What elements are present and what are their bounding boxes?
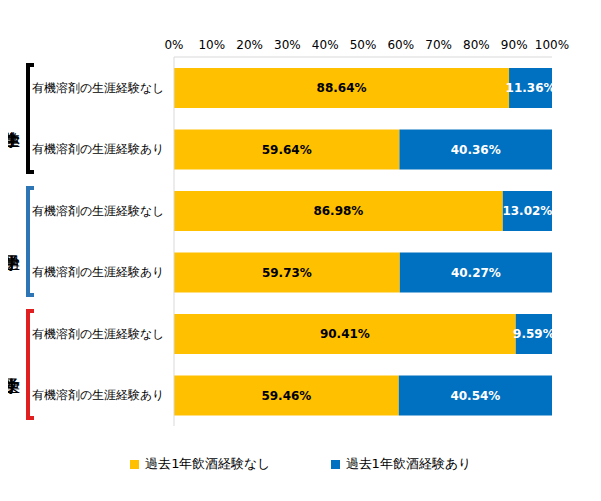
svg-text:59.64%: 59.64%: [262, 143, 312, 157]
svg-text:9.59%: 9.59%: [513, 327, 555, 341]
svg-text:11.36%: 11.36%: [506, 81, 556, 95]
html-text:過去1年飲酒経験なし: 過去1年飲酒経験なし: [145, 456, 271, 471]
svg-text:59.46%: 59.46%: [261, 389, 311, 403]
svg-text:86.98%: 86.98%: [313, 204, 363, 218]
svg-text:100%: 100%: [535, 38, 569, 52]
svg-text:0%: 0%: [164, 38, 183, 52]
svg-text:有機溶剤の生涯経験なし: 有機溶剤の生涯経験なし: [32, 81, 164, 95]
svg-text:20%: 20%: [236, 38, 263, 52]
svg-text:男子中学生: 男子中学生: [8, 255, 20, 272]
html-text:男子中学生: 男子中学生: [2, 241, 22, 242]
svg-text:中学生全体: 中学生全体: [8, 132, 20, 149]
html-text:中学生全体: 中学生全体: [2, 118, 22, 119]
svg-text:40.54%: 40.54%: [450, 389, 500, 403]
svg-text:10%: 10%: [198, 38, 225, 52]
svg-text:40%: 40%: [312, 38, 339, 52]
svg-text:60%: 60%: [387, 38, 414, 52]
svg-text:30%: 30%: [274, 38, 301, 52]
svg-text:13.02%: 13.02%: [502, 204, 552, 218]
svg-text:40.27%: 40.27%: [451, 266, 501, 280]
svg-text:40.36%: 40.36%: [451, 143, 501, 157]
svg-text:有機溶剤の生涯経験なし: 有機溶剤の生涯経験なし: [32, 204, 164, 218]
svg-text:有機溶剤の生涯経験あり: 有機溶剤の生涯経験あり: [32, 388, 164, 402]
svg-text:70%: 70%: [425, 38, 452, 52]
svg-text:有機溶剤の生涯経験なし: 有機溶剤の生涯経験なし: [32, 327, 164, 341]
html-text:女子中学生: 女子中学生: [2, 364, 22, 365]
svg-text:59.73%: 59.73%: [262, 266, 312, 280]
svg-text:50%: 50%: [350, 38, 377, 52]
html-text:過去1年飲酒経験あり: 過去1年飲酒経験あり: [345, 456, 471, 471]
svg-text:88.64%: 88.64%: [317, 81, 367, 95]
svg-text:90.41%: 90.41%: [320, 327, 370, 341]
svg-text:有機溶剤の生涯経験あり: 有機溶剤の生涯経験あり: [32, 265, 164, 279]
svg-text:80%: 80%: [463, 38, 490, 52]
svg-text:有機溶剤の生涯経験あり: 有機溶剤の生涯経験あり: [32, 142, 164, 156]
svg-text:90%: 90%: [501, 38, 528, 52]
svg-text:女子中学生: 女子中学生: [8, 378, 20, 395]
